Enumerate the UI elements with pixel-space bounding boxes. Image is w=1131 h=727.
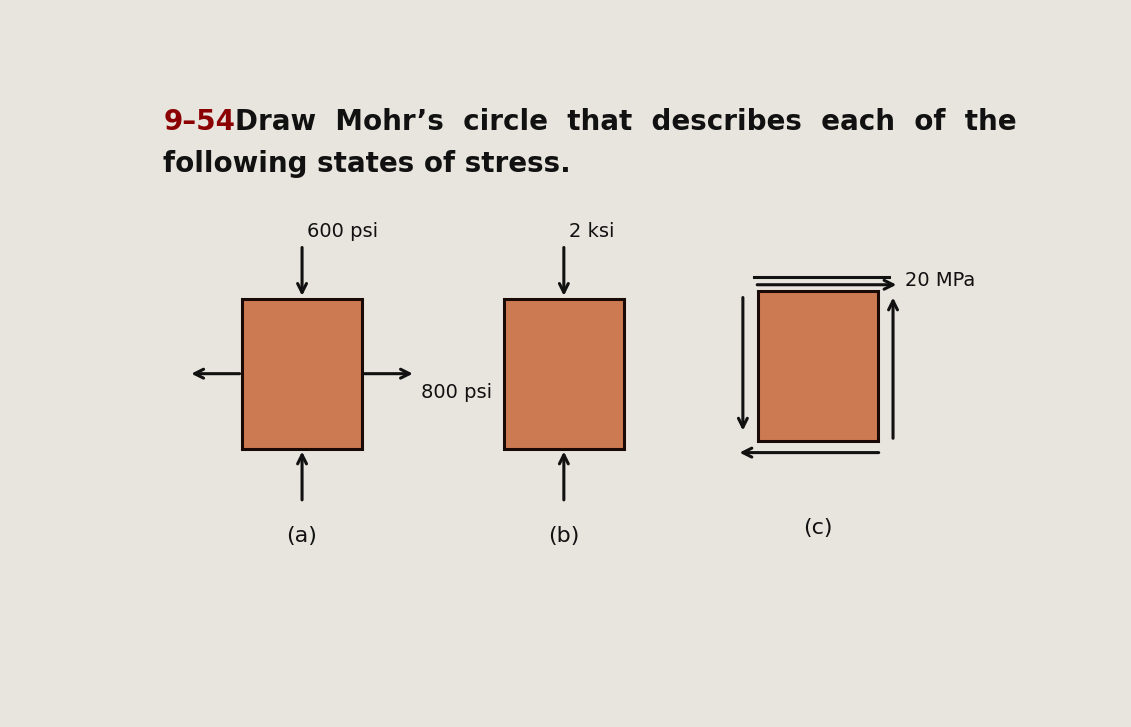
Text: Draw  Mohr’s  circle  that  describes  each  of  the: Draw Mohr’s circle that describes each o… [235,108,1017,136]
Text: (b): (b) [549,526,579,546]
Text: (a): (a) [286,526,318,546]
Text: (c): (c) [803,518,832,538]
Text: 2 ksi: 2 ksi [569,222,615,241]
Text: following states of stress.: following states of stress. [164,150,571,178]
Bar [758,291,878,441]
Bar [242,299,362,449]
Text: 800 psi: 800 psi [421,383,492,402]
Text: 9–54.: 9–54. [164,108,247,136]
Text: 20 MPa: 20 MPa [905,271,975,290]
Bar [504,299,623,449]
Text: 600 psi: 600 psi [308,222,379,241]
